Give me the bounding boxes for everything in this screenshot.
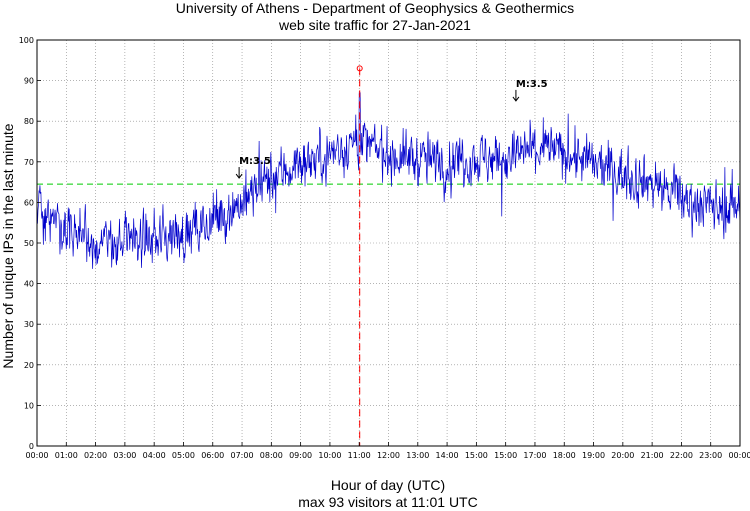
x-axis-label: Hour of day (UTC): [331, 477, 445, 493]
x-tick-label: 17:00: [523, 451, 546, 460]
x-tick-label: 04:00: [143, 451, 166, 460]
y-tick-label: 30: [24, 320, 34, 329]
grid: [37, 40, 740, 446]
event-annotation-arrowhead: [235, 173, 243, 179]
y-axis-label: Number of unique IPs in the last minute: [0, 123, 16, 368]
chart-subtitle: web site traffic for 27-Jan-2021: [278, 17, 471, 33]
y-tick-label: 20: [24, 361, 34, 370]
y-tick-label: 100: [19, 36, 34, 45]
x-tick-label: 22:00: [670, 451, 693, 460]
y-tick-labels: 0 10 20 30 40 50 60 70 80 90 100: [19, 36, 41, 451]
x-tick-label: 07:00: [231, 451, 254, 460]
x-tick-label: 11:00: [348, 451, 371, 460]
x-tick-label: 14:00: [436, 451, 459, 460]
y-tick-label: 0: [29, 442, 34, 451]
x-tick-label: 08:00: [260, 451, 283, 460]
chart-title: University of Athens - Department of Geo…: [176, 0, 574, 16]
x-tick-label: 03:00: [113, 451, 136, 460]
y-tick-label: 40: [24, 280, 34, 289]
x-tick-label: 15:00: [494, 451, 517, 460]
max-marker-point: [356, 65, 363, 72]
series-line: [36, 92, 741, 269]
y-tick-label: 60: [24, 198, 34, 207]
x-tick-label: 19:00: [582, 451, 605, 460]
x-tick-labels: 00:00 01:00 02:00 03:00 04:00 05:00 06:00 07:00…: [25, 442, 750, 460]
annotations: M:3.5 M:3.5: [235, 79, 548, 179]
x-tick-label: 02:00: [84, 451, 107, 460]
x-tick-label: 15:00: [465, 451, 488, 460]
x-tick-label: 05:00: [172, 451, 195, 460]
y-tick-label: 50: [24, 239, 34, 248]
x-tick-label: 21:00: [641, 451, 664, 460]
x-tick-label: 06:00: [201, 451, 224, 460]
event-annotation-arrowhead: [512, 96, 520, 102]
max-visitors-footer: max 93 visitors at 11:01 UTC: [298, 494, 477, 510]
y-tick-label: 80: [24, 117, 34, 126]
x-tick-label: 00:00: [25, 451, 48, 460]
y-tick-label: 70: [24, 158, 34, 167]
x-tick-label: 01:00: [55, 451, 78, 460]
x-tick-label: 20:00: [611, 451, 634, 460]
x-tick-label: 00:00: [728, 451, 750, 460]
x-tick-label: 10:00: [318, 451, 341, 460]
event-annotation-label: M:3.5: [516, 79, 548, 90]
y-tick-label: 10: [24, 401, 34, 410]
x-tick-label: 09:00: [289, 451, 312, 460]
x-tick-label: 13:00: [406, 451, 429, 460]
x-tick-label: 12:00: [377, 451, 400, 460]
x-tick-label: 18:00: [553, 451, 576, 460]
x-tick-label: 23:00: [699, 451, 722, 460]
y-tick-label: 90: [24, 77, 34, 86]
event-annotation-label: M:3.5: [239, 156, 271, 167]
